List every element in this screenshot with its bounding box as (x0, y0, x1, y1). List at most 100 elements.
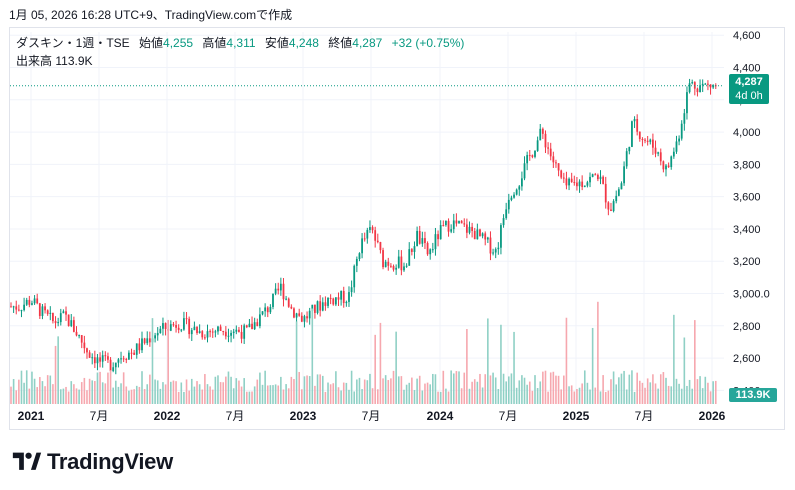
candle-body (473, 230, 476, 240)
volume-bar (170, 381, 172, 404)
volume-bar (356, 379, 358, 404)
candle-body (591, 174, 594, 177)
volume-bar (513, 331, 515, 404)
candle-body (363, 238, 366, 240)
volume-bar (502, 373, 505, 404)
candle-body (638, 131, 641, 140)
volume-bar (185, 379, 188, 404)
volume-bar (463, 372, 466, 404)
volume-bar (366, 380, 369, 404)
symbol-label[interactable]: ダスキン・1週・TSE (16, 36, 130, 50)
candle-body (691, 82, 694, 84)
candle-body (183, 318, 185, 330)
volume-bar (526, 384, 528, 404)
candle-body (358, 253, 361, 259)
candle-body (384, 261, 387, 268)
volume-bar (426, 382, 429, 404)
volume-bar (190, 378, 193, 404)
volume-bar (649, 382, 652, 404)
candle-body (610, 209, 612, 212)
candle-body (458, 220, 460, 224)
candle-body (521, 178, 523, 187)
volume-bar (274, 384, 277, 404)
x-tick-label: 7月 (362, 409, 381, 423)
volume-bar (400, 376, 403, 404)
candle-body (290, 306, 293, 309)
candle-body (539, 128, 542, 141)
candle-body (107, 356, 109, 360)
candle-body (238, 329, 240, 332)
volume-bar (531, 390, 534, 404)
volume-bar (466, 329, 468, 404)
volume-bar (306, 375, 308, 404)
y-tick-label: 4,000 (733, 127, 761, 139)
candle-body (555, 162, 557, 164)
tradingview-logo[interactable]: TradingView (11, 449, 173, 475)
candle-body (683, 113, 686, 124)
candle-body (46, 310, 49, 314)
volume-bar (612, 371, 615, 404)
candle-body (243, 325, 246, 339)
volume-label: 出来高 (16, 54, 53, 68)
x-tick-label: 7月 (499, 409, 518, 423)
volume-bar (411, 377, 413, 404)
candle-body (557, 163, 560, 171)
volume-bar (115, 380, 117, 404)
volume-bar (172, 380, 175, 404)
volume-bar (230, 376, 232, 404)
candle-body (93, 357, 96, 364)
candle-body (169, 324, 172, 331)
candle-body (211, 331, 214, 333)
volume-bar (348, 389, 350, 404)
y-tick-label: 2,800 (733, 321, 761, 333)
candle-body (513, 194, 515, 198)
candle-body (397, 256, 400, 268)
volume-bar (563, 375, 565, 404)
candle-body (65, 311, 67, 315)
volume-bar (41, 381, 44, 404)
candle-body (337, 297, 340, 300)
x-tick-label: 2021 (18, 409, 45, 423)
candle-body (568, 178, 570, 186)
candle-body (88, 352, 91, 358)
volume-bar (707, 382, 709, 404)
volume-bar (25, 370, 28, 404)
volume-bar (293, 379, 295, 404)
volume-bar (15, 390, 18, 404)
volume-bar (340, 390, 342, 404)
candle-body (494, 249, 497, 253)
candle-body (675, 141, 678, 152)
candle-body (67, 314, 70, 327)
volume-bar (198, 384, 201, 404)
candle-body (589, 176, 591, 183)
volume-bar (683, 337, 686, 404)
candle-body (583, 185, 586, 187)
volume-bar (217, 375, 219, 404)
volume-bar (408, 382, 411, 404)
volume-bar (644, 387, 646, 404)
candle-body (447, 220, 450, 232)
volume-bar (133, 389, 135, 404)
volume-bar (342, 382, 345, 404)
volume-bar (714, 380, 717, 404)
volume-bar (73, 384, 75, 404)
volume-bar (146, 384, 149, 404)
volume-bar (128, 390, 130, 404)
candle-body (261, 311, 264, 315)
volume-bar (201, 389, 204, 404)
x-tick-label: 7月 (226, 409, 245, 423)
close-label: 終値 (328, 36, 353, 50)
candle-body (120, 358, 122, 360)
candle-body (44, 306, 46, 311)
volume-bar (382, 378, 384, 404)
candle-body (570, 178, 573, 183)
candle-body (505, 209, 508, 219)
candle-body (180, 329, 183, 331)
candle-body (128, 352, 130, 360)
volume-bar (468, 388, 471, 404)
candle-body (133, 352, 136, 355)
volume-bar (246, 391, 248, 404)
volume-bar (112, 387, 114, 404)
candle-body (452, 220, 455, 230)
